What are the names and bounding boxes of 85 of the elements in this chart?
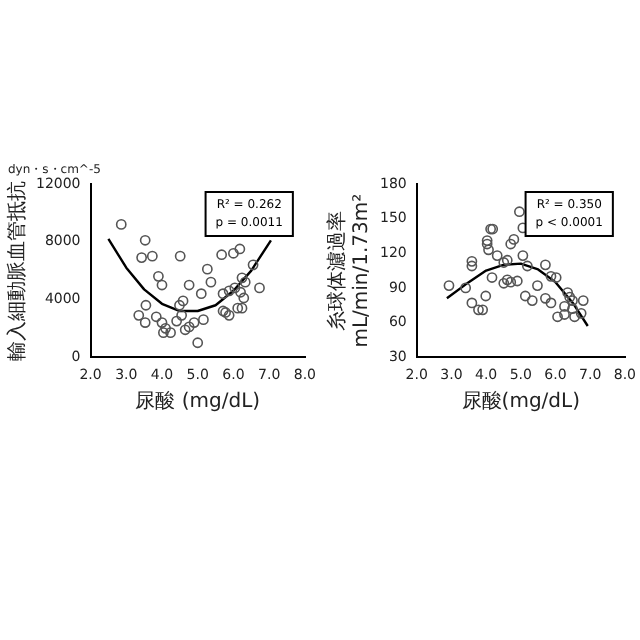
point [235,286,246,298]
point [179,324,191,336]
point [174,250,186,262]
point [158,327,169,339]
point [511,275,523,287]
point [483,244,494,256]
point [201,263,213,275]
point [443,280,455,292]
point [532,280,543,292]
point [165,327,176,339]
point [223,309,235,321]
point [177,295,189,307]
point [234,243,246,255]
point [254,282,265,294]
point [481,235,493,246]
point [183,321,195,333]
point [140,299,152,311]
point [540,292,551,304]
point [183,279,195,291]
point [115,219,127,230]
point [195,288,207,300]
point [577,295,589,307]
point [174,299,185,311]
point [521,260,533,272]
point [481,238,493,250]
point [217,288,229,300]
point [564,291,576,303]
point [156,317,168,328]
point [216,249,228,261]
point [466,297,478,309]
point [540,259,551,271]
point [133,309,145,321]
point [559,309,570,320]
point [239,276,251,288]
point [552,311,563,323]
point [491,250,503,261]
point [545,297,557,309]
x-axis-title: 尿酸(mg/dL) [461,389,581,414]
point [160,322,171,334]
point [223,285,235,297]
point [205,276,217,288]
point [156,279,168,291]
point [247,259,259,271]
point [473,304,484,316]
point [545,270,557,282]
point [508,234,520,245]
point [460,282,472,294]
point [514,206,525,218]
point [236,302,248,314]
point [477,304,489,316]
point [517,250,529,261]
point [146,250,158,262]
point [505,238,517,250]
point [171,315,183,327]
point [567,303,578,315]
point [139,317,151,328]
point [232,302,244,314]
point [575,307,587,319]
point [153,270,164,282]
point [569,311,580,323]
point [238,292,250,304]
y-axis-title: 輸入細動脈血管抵抗 [5,180,30,361]
point [466,255,478,267]
point [562,287,574,298]
y-axis-title: 糸球体濾過率 mL/min/1.73m² [325,193,374,348]
point [198,314,209,326]
point [228,247,239,259]
point [188,317,200,328]
point [139,234,151,246]
point [559,301,570,312]
point [192,337,204,349]
point [150,311,162,323]
point [466,260,478,272]
point [550,272,562,283]
x-axis-title: 尿酸 (mg/dL) [135,389,261,414]
point [567,295,578,307]
point [136,252,148,264]
point [486,272,498,283]
point [526,295,538,307]
point [480,290,492,302]
point [519,290,531,302]
point [176,309,188,321]
point [505,276,517,288]
point [236,272,248,284]
point [229,282,241,294]
